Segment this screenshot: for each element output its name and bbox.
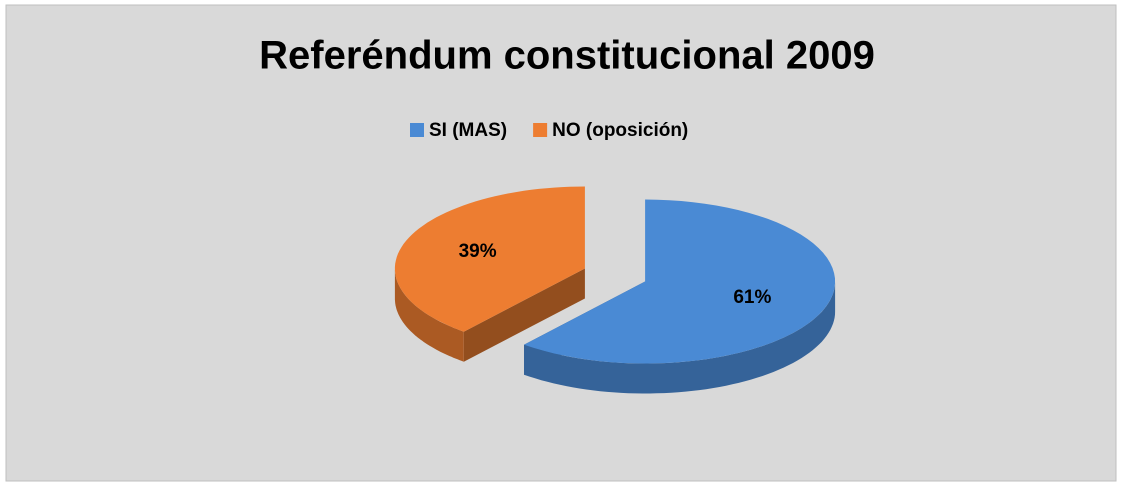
legend-label: NO (oposición) [552,120,688,141]
data-label: 61% [733,287,771,308]
slice [394,186,585,332]
slice-side [463,268,585,362]
slice [524,199,835,364]
legend-swatch [410,123,424,137]
slice-side [394,268,464,362]
slice-side [524,281,836,394]
data-label: 39% [459,241,497,262]
chart-title: Referéndum constitucional 2009 [259,34,875,78]
legend-swatch [533,123,548,137]
legend-label: SI (MAS) [429,120,507,141]
